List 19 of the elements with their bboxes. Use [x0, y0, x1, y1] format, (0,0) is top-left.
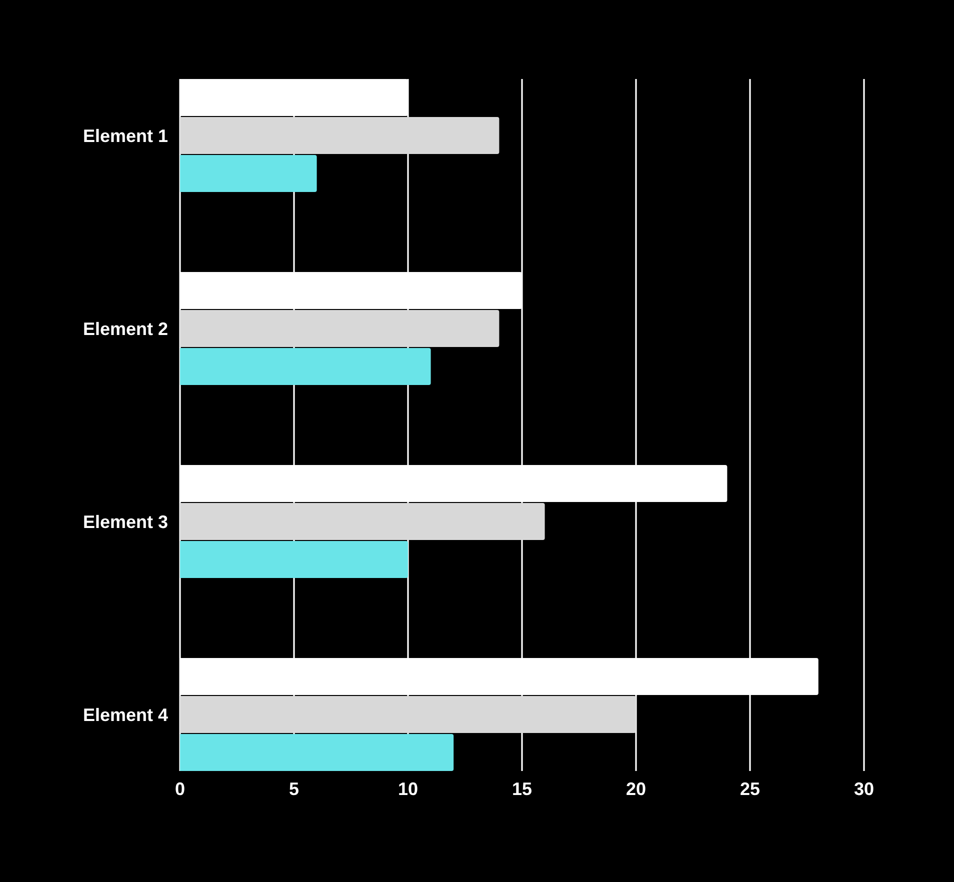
y-tick-label: Element 3 [82, 512, 168, 532]
x-tick-label: 5 [288, 779, 300, 799]
x-tick-label: 10 [398, 779, 418, 799]
bar [180, 734, 454, 771]
bar [180, 310, 500, 347]
bar [180, 696, 636, 733]
x-tick-label: 15 [512, 779, 532, 799]
bar [180, 348, 431, 385]
y-tick-label: Element 4 [82, 704, 168, 725]
bar [180, 541, 408, 578]
x-tick-label: 0 [174, 779, 186, 799]
x-tick-label: 20 [626, 779, 646, 799]
bar [180, 155, 317, 192]
x-tick-label: 30 [854, 779, 874, 799]
bar [180, 503, 545, 540]
bar [180, 117, 500, 154]
x-tick-label: 25 [740, 779, 760, 799]
y-tick-label: Element 2 [82, 318, 168, 339]
y-tick-label: Element 1 [82, 126, 168, 146]
